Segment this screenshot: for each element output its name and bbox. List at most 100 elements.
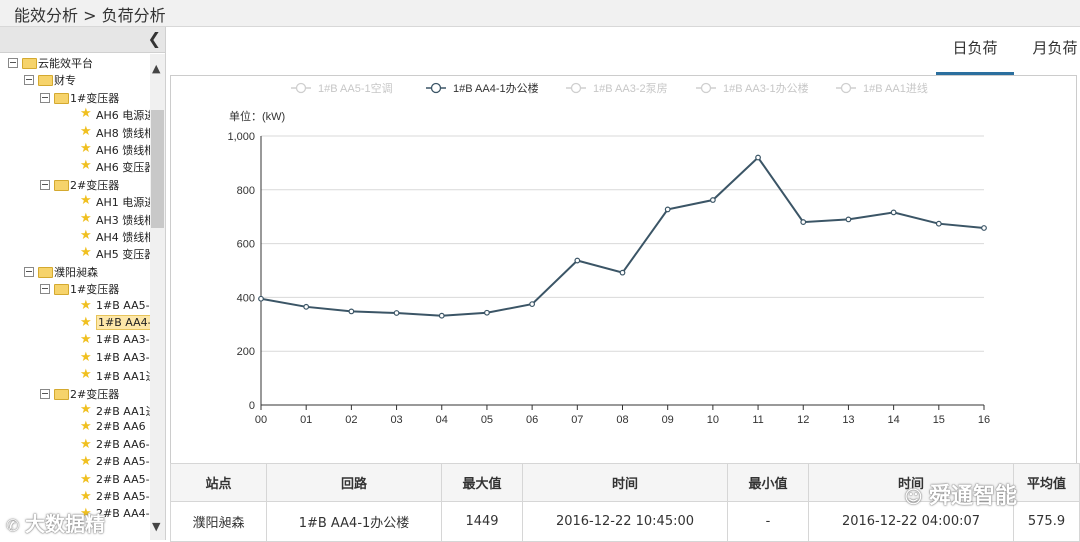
- tree-leaf-node[interactable]: ★ 1#B AA3-: [0, 350, 150, 367]
- wechat-icon: ☺: [904, 487, 930, 508]
- star-icon: ★: [80, 436, 92, 452]
- data-point[interactable]: [529, 301, 536, 308]
- legend-item[interactable]: 1#B AA5-1空调: [318, 81, 393, 95]
- legend-marker-icon[interactable]: [840, 82, 852, 94]
- tree-folder-node[interactable]: 2#变压器: [0, 385, 150, 402]
- tree-leaf-node[interactable]: ★ 1#B AA5-: [0, 298, 150, 315]
- tree-leaf-node[interactable]: ★ 1#B AA4-: [0, 315, 150, 332]
- tree-leaf-node[interactable]: ★ 2#B AA6-: [0, 437, 150, 454]
- collapse-toggle-icon[interactable]: [24, 266, 34, 277]
- data-point[interactable]: [484, 309, 490, 316]
- star-icon: ★: [80, 228, 92, 243]
- tree-leaf-node[interactable]: ★ 1#B AA1进: [0, 367, 150, 384]
- tree-leaf-node[interactable]: ★ AH6 馈线柜: [0, 141, 150, 158]
- tree-folder-node[interactable]: 1#变压器: [0, 280, 150, 297]
- collapse-toggle-icon[interactable]: [40, 92, 50, 103]
- tab-daily-load[interactable]: 日负荷: [936, 28, 1014, 75]
- tree-leaf-node[interactable]: ★ AH3 馈线柜: [0, 211, 150, 228]
- data-point[interactable]: [664, 206, 671, 213]
- collapse-toggle-icon[interactable]: [24, 75, 34, 86]
- x-tick-label: 05: [481, 414, 493, 426]
- data-point[interactable]: [348, 308, 355, 315]
- legend-item[interactable]: 1#B AA3-2泵房: [593, 82, 668, 95]
- collapse-toggle-icon[interactable]: [40, 179, 50, 190]
- data-point[interactable]: [709, 197, 716, 203]
- table-cell: 1449: [441, 501, 523, 542]
- tree-node-label: AH6 馈线柜: [96, 144, 150, 157]
- y-tick-label: 400: [237, 292, 255, 304]
- tree-leaf-node[interactable]: ★ 1#B AA3-: [0, 332, 150, 349]
- watermark-left-text: 大数据精: [24, 512, 105, 536]
- tree-folder-node[interactable]: 1#变压器: [0, 89, 150, 106]
- watermark-right-text: 舜通智能: [929, 484, 1018, 509]
- tree-folder-node[interactable]: 云能效平台: [0, 54, 150, 71]
- chevron-up-icon[interactable]: ▲: [152, 62, 161, 75]
- tree-node-label: 财专: [54, 74, 76, 88]
- tree-leaf-node[interactable]: ★ 2#B AA6: [0, 419, 150, 436]
- table-cell: 2016-12-22 04:00:07: [808, 501, 1014, 542]
- legend-marker-icon[interactable]: [295, 82, 307, 94]
- data-point[interactable]: [981, 225, 987, 231]
- y-tick-label: 0: [249, 400, 255, 412]
- x-tick-label: 09: [662, 414, 674, 426]
- tree-folder-node[interactable]: 2#变压器: [0, 176, 150, 193]
- tree-node-label: 2#B AA5-: [96, 455, 150, 469]
- tree-leaf-node[interactable]: ★ 2#B AA1进: [0, 402, 150, 419]
- tree-node-label: 2#B AA4-: [96, 507, 150, 521]
- legend-marker-icon[interactable]: [430, 82, 442, 94]
- x-tick-label: 00: [255, 414, 267, 426]
- star-icon: ★: [80, 193, 92, 209]
- star-icon: ★: [80, 141, 92, 156]
- tree-leaf-node[interactable]: ★ AH1 电源进: [0, 193, 150, 210]
- tree-node-label: AH6 电源进: [96, 109, 150, 123]
- legend-marker-icon[interactable]: [570, 82, 582, 94]
- tree-leaf-node[interactable]: ★ 2#B AA5-: [0, 472, 150, 489]
- tree-leaf-node[interactable]: ★ AH4 馈线柜: [0, 228, 150, 245]
- tree-leaf-node[interactable]: ★ AH6 电源进: [0, 106, 150, 123]
- legend-marker-icon[interactable]: [700, 82, 712, 94]
- data-point[interactable]: [619, 269, 626, 276]
- data-point[interactable]: [303, 303, 310, 310]
- chevron-down-icon[interactable]: ▼: [152, 520, 161, 533]
- chevron-left-icon[interactable]: ❮: [147, 29, 161, 48]
- data-point[interactable]: [258, 295, 264, 302]
- legend-item[interactable]: 1#B AA3-1办公楼: [723, 81, 809, 95]
- collapse-toggle-icon[interactable]: [40, 284, 50, 295]
- scrollbar-thumb[interactable]: [151, 110, 164, 228]
- data-point[interactable]: [845, 216, 852, 223]
- data-point[interactable]: [800, 219, 807, 225]
- x-tick-label: 06: [526, 414, 538, 426]
- tree-leaf-node[interactable]: ★ AH8 馈线柜: [0, 124, 150, 141]
- tree-folder-node[interactable]: 濮阳昶森: [0, 263, 150, 280]
- load-line-chart: 单位：(kW) 0 200 400 600 800 1,000 00 01 02 03 04 05 06 0…: [227, 81, 990, 426]
- table-row[interactable]: 濮阳昶森 1#B AA4-1办公楼 1449 2016-12-22 10:45:…: [170, 501, 1080, 542]
- tree-folder-node[interactable]: 财专: [0, 71, 150, 88]
- data-point[interactable]: [890, 209, 897, 216]
- col-header: 最大值: [441, 463, 523, 502]
- x-tick-label: 08: [616, 414, 628, 426]
- tree-leaf-node[interactable]: ★ 2#B AA5-: [0, 454, 150, 471]
- star-icon: ★: [80, 332, 92, 348]
- breadcrumb: 能效分析 > 负荷分析: [14, 6, 166, 25]
- data-point[interactable]: [438, 312, 445, 319]
- sidebar-scrollbar[interactable]: ▲ ▼: [150, 54, 165, 540]
- table-cell: 2016-12-22 10:45:00: [522, 501, 728, 542]
- tree-leaf-node[interactable]: ★ 2#B AA5-: [0, 489, 150, 506]
- tab-monthly-load[interactable]: 月负荷: [1032, 39, 1078, 57]
- tree-leaf-node[interactable]: ★ AH6 变压器: [0, 158, 150, 175]
- data-point[interactable]: [935, 220, 942, 227]
- collapse-toggle-icon[interactable]: [40, 388, 50, 399]
- legend-item[interactable]: 1#B AA1进线: [863, 81, 928, 95]
- data-point[interactable]: [755, 154, 761, 161]
- folder-icon: [38, 75, 53, 87]
- collapse-toggle-icon[interactable]: [8, 58, 18, 68]
- legend-item[interactable]: 1#B AA4-1办公楼: [453, 81, 539, 95]
- tree-node-label: 1#B AA3-: [96, 333, 150, 347]
- data-point[interactable]: [393, 310, 400, 316]
- tree-node-label: AH3 馈线柜: [96, 213, 150, 227]
- data-point[interactable]: [574, 257, 581, 264]
- tree-node-label: AH1 电源进: [96, 196, 150, 210]
- star-icon: ★: [80, 506, 92, 522]
- tree-leaf-node[interactable]: ★ 2#B AA4-: [0, 506, 150, 523]
- tree-leaf-node[interactable]: ★ AH5 变压器: [0, 245, 150, 262]
